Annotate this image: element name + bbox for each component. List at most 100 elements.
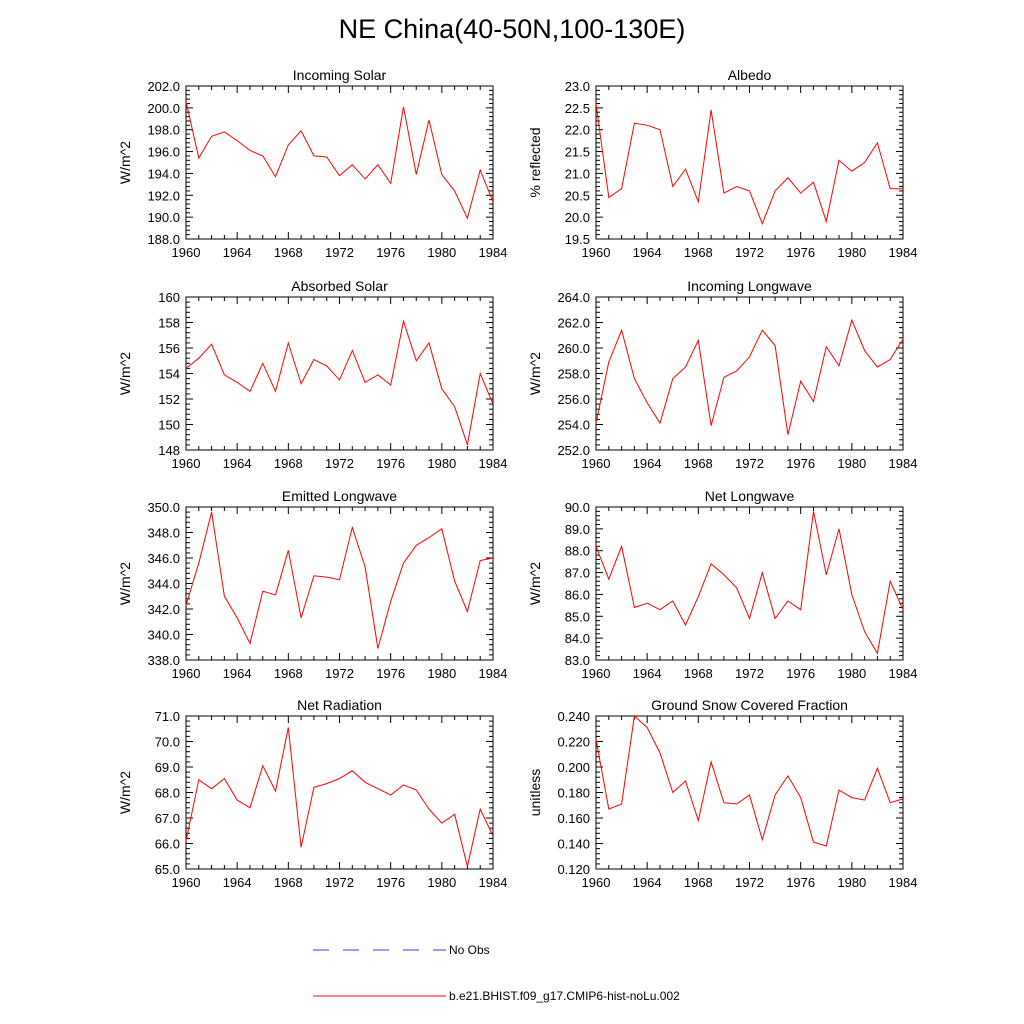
x-tick-label: 1968 <box>684 456 713 471</box>
y-tick-label: 342.0 <box>147 602 180 617</box>
y-tick-label: 21.0 <box>565 166 590 181</box>
x-tick-label: 1976 <box>376 666 405 681</box>
y-tick-label: 0.180 <box>557 786 590 801</box>
x-tick-label: 1984 <box>889 875 918 890</box>
y-tick-label: 196.0 <box>147 145 180 160</box>
y-tick-label: 89.0 <box>565 522 590 537</box>
x-tick-label: 1976 <box>376 456 405 471</box>
y-tick-label: 188.0 <box>147 232 180 247</box>
y-tick-label: 158 <box>158 316 180 331</box>
x-tick-label: 1980 <box>427 245 456 260</box>
x-tick-label: 1984 <box>479 666 508 681</box>
x-tick-label: 1972 <box>325 666 354 681</box>
legend: No Obs b.e21.BHIST.f09_g17.CMIP6-hist-noL… <box>313 943 680 1003</box>
y-tick-label: 0.140 <box>557 837 590 852</box>
y-tick-label: 200.0 <box>147 101 180 116</box>
plot-frame <box>185 715 494 870</box>
y-tick-label: 20.5 <box>565 188 590 203</box>
figure-title: NE China(40-50N,100-130E) <box>338 14 686 44</box>
y-tick-label: 348.0 <box>147 526 180 541</box>
x-tick-label: 1972 <box>735 875 764 890</box>
x-tick-label: 1960 <box>172 456 201 471</box>
panel-absorbed-solar: Absorbed Solar W/m^2 1960 1964 1968 1972 1976 1… <box>117 278 507 471</box>
y-tick-label: 350.0 <box>147 500 180 515</box>
panel-incoming-longwave: Incoming Longwave W/m^2 1960 1964 1968 1972 19… <box>527 278 917 471</box>
x-tick-label: 1972 <box>325 456 354 471</box>
x-tick-label: 1968 <box>274 875 303 890</box>
x-tick-label: 1980 <box>837 875 866 890</box>
plot-frame <box>595 296 904 451</box>
y-tick-label: 346.0 <box>147 551 180 566</box>
x-tick-label: 1984 <box>479 456 508 471</box>
x-tick-label: 1976 <box>786 875 815 890</box>
y-axis-label: unitless <box>527 769 543 816</box>
y-tick-label: 90.0 <box>565 500 590 515</box>
y-tick-label: 67.0 <box>155 811 180 826</box>
y-tick-label: 256.0 <box>557 392 590 407</box>
y-tick-label: 22.5 <box>565 101 590 116</box>
x-tick-label: 1980 <box>427 666 456 681</box>
x-tick-label: 1980 <box>837 666 866 681</box>
panel-net-longwave: Net Longwave W/m^2 1960 1964 1968 1972 1976 198… <box>527 488 917 681</box>
y-tick-label: 254.0 <box>557 418 590 433</box>
y-tick-label: 150 <box>158 418 180 433</box>
x-tick-label: 1968 <box>684 666 713 681</box>
panel-title: Emitted Longwave <box>282 488 397 504</box>
y-tick-label: 260.0 <box>557 341 590 356</box>
panel-title: Net Radiation <box>297 697 382 713</box>
x-tick-label: 1968 <box>274 245 303 260</box>
y-tick-label: 87.0 <box>565 566 590 581</box>
series-line <box>595 318 904 435</box>
series-line <box>185 319 494 446</box>
y-tick-label: 85.0 <box>565 609 590 624</box>
series-line <box>595 715 904 847</box>
y-axis-label: W/m^2 <box>527 562 543 605</box>
x-tick-label: 1964 <box>633 875 662 890</box>
x-tick-label: 1984 <box>479 245 508 260</box>
y-tick-label: 202.0 <box>147 79 180 94</box>
x-tick-label: 1968 <box>274 666 303 681</box>
y-tick-label: 340.0 <box>147 628 180 643</box>
y-axis-label: % reflected <box>527 127 543 197</box>
x-tick-label: 1960 <box>582 245 611 260</box>
x-tick-label: 1972 <box>735 245 764 260</box>
y-tick-label: 70.0 <box>155 735 180 750</box>
y-axis-label: W/m^2 <box>117 562 133 605</box>
y-tick-label: 86.0 <box>565 587 590 602</box>
panel-ground-snow-covered-fraction: Ground Snow Covered Fraction unitless 1960… <box>527 697 917 890</box>
legend-label: No Obs <box>449 943 490 957</box>
y-tick-label: 20.0 <box>565 210 590 225</box>
y-tick-label: 148 <box>158 443 180 458</box>
x-tick-label: 1960 <box>172 875 201 890</box>
y-tick-label: 0.240 <box>557 709 590 724</box>
y-tick-label: 344.0 <box>147 577 180 592</box>
x-tick-label: 1968 <box>684 875 713 890</box>
plot-frame <box>595 85 904 240</box>
x-tick-label: 1960 <box>172 245 201 260</box>
series-line <box>185 727 494 867</box>
plot-frame <box>185 506 494 661</box>
x-tick-label: 1972 <box>325 875 354 890</box>
y-tick-label: 194.0 <box>147 166 180 181</box>
x-tick-label: 1980 <box>837 245 866 260</box>
x-tick-label: 1964 <box>633 456 662 471</box>
x-tick-label: 1968 <box>684 245 713 260</box>
x-tick-label: 1972 <box>325 245 354 260</box>
y-tick-label: 262.0 <box>557 316 590 331</box>
plot-frame <box>595 506 904 661</box>
panel-title: Absorbed Solar <box>291 278 388 294</box>
x-tick-label: 1964 <box>223 245 252 260</box>
y-tick-label: 68.0 <box>155 786 180 801</box>
x-tick-label: 1960 <box>582 456 611 471</box>
panel-title: Ground Snow Covered Fraction <box>651 697 848 713</box>
y-tick-label: 23.0 <box>565 79 590 94</box>
panel-title: Albedo <box>728 67 772 83</box>
panel-title: Incoming Solar <box>293 67 387 83</box>
series-line <box>185 101 494 220</box>
y-tick-label: 154 <box>158 367 180 382</box>
x-tick-label: 1964 <box>223 875 252 890</box>
y-tick-label: 22.0 <box>565 123 590 138</box>
plot-frame <box>185 296 494 451</box>
x-tick-label: 1964 <box>633 245 662 260</box>
